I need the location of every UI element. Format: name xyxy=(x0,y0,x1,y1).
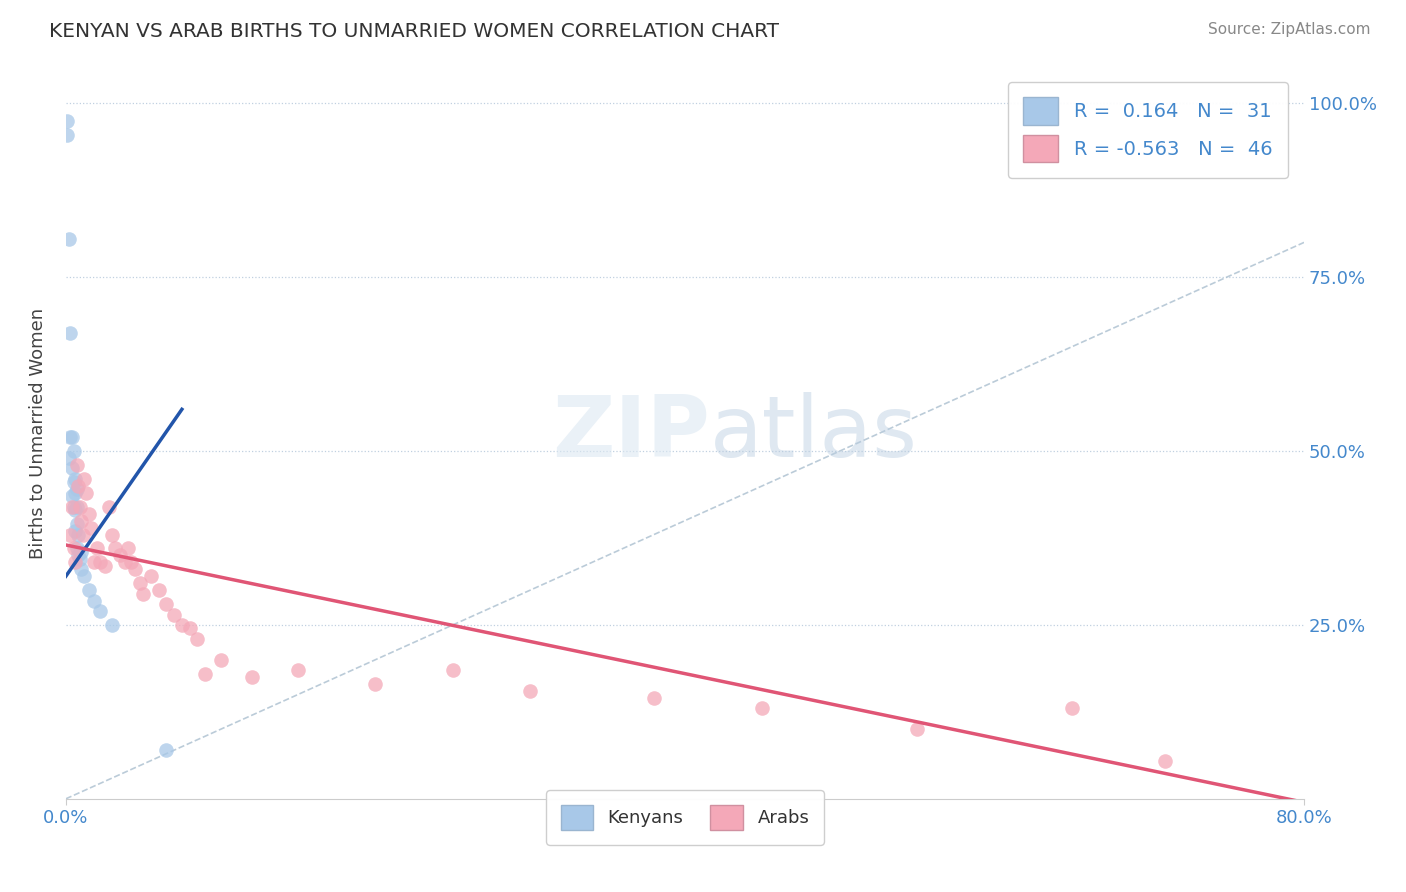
Point xyxy=(155,597,177,611)
Point xyxy=(163,607,186,622)
Point xyxy=(73,472,96,486)
Point xyxy=(58,450,80,465)
Point xyxy=(643,690,665,705)
Text: atlas: atlas xyxy=(710,392,918,475)
Point xyxy=(60,430,83,444)
Point xyxy=(93,558,115,573)
Text: ZIP: ZIP xyxy=(553,392,710,475)
Point xyxy=(59,326,82,340)
Point xyxy=(63,503,86,517)
Point xyxy=(155,743,177,757)
Point xyxy=(77,583,100,598)
Point xyxy=(209,653,232,667)
Point xyxy=(101,527,124,541)
Point xyxy=(69,500,91,514)
Point xyxy=(67,549,90,563)
Point xyxy=(905,723,928,737)
Point xyxy=(62,500,84,514)
Point xyxy=(63,524,86,538)
Point xyxy=(86,541,108,556)
Point xyxy=(59,430,82,444)
Point xyxy=(70,562,93,576)
Point xyxy=(751,701,773,715)
Point xyxy=(139,569,162,583)
Point xyxy=(89,555,111,569)
Point xyxy=(441,663,464,677)
Point xyxy=(240,670,263,684)
Point xyxy=(66,517,89,532)
Point xyxy=(60,489,83,503)
Point xyxy=(194,666,217,681)
Point xyxy=(59,527,82,541)
Point xyxy=(132,587,155,601)
Point xyxy=(98,500,121,514)
Point xyxy=(77,507,100,521)
Point xyxy=(108,549,131,563)
Point xyxy=(104,541,127,556)
Point xyxy=(364,677,387,691)
Point xyxy=(89,604,111,618)
Text: Source: ZipAtlas.com: Source: ZipAtlas.com xyxy=(1208,22,1371,37)
Point xyxy=(63,555,86,569)
Point xyxy=(63,472,86,486)
Point xyxy=(62,444,84,458)
Point xyxy=(287,663,309,677)
Point xyxy=(1153,754,1175,768)
Point xyxy=(114,555,136,569)
Text: KENYAN VS ARAB BIRTHS TO UNMARRIED WOMEN CORRELATION CHART: KENYAN VS ARAB BIRTHS TO UNMARRIED WOMEN… xyxy=(49,22,779,41)
Point xyxy=(101,618,124,632)
Point xyxy=(62,475,84,490)
Point xyxy=(62,541,84,556)
Point xyxy=(170,618,193,632)
Point xyxy=(120,555,142,569)
Point xyxy=(179,622,201,636)
Point xyxy=(148,583,170,598)
Point xyxy=(124,562,146,576)
Y-axis label: Births to Unmarried Women: Births to Unmarried Women xyxy=(30,308,46,559)
Point xyxy=(58,232,80,246)
Point xyxy=(63,485,86,500)
Point xyxy=(83,555,105,569)
Point xyxy=(117,541,139,556)
Point xyxy=(56,113,79,128)
Point xyxy=(67,527,90,541)
Point xyxy=(60,461,83,475)
Legend: Kenyans, Arabs: Kenyans, Arabs xyxy=(546,790,824,845)
Point xyxy=(69,552,91,566)
Point xyxy=(186,632,208,646)
Point xyxy=(70,545,93,559)
Point xyxy=(1060,701,1083,715)
Point xyxy=(66,500,89,514)
Point xyxy=(67,479,90,493)
Point xyxy=(519,684,541,698)
Point xyxy=(72,527,94,541)
Point xyxy=(66,483,89,497)
Point xyxy=(66,458,89,472)
Point xyxy=(79,520,101,534)
Point xyxy=(70,514,93,528)
Point xyxy=(66,541,89,556)
Point xyxy=(83,593,105,607)
Point xyxy=(75,485,97,500)
Point xyxy=(73,569,96,583)
Point xyxy=(56,128,79,142)
Point xyxy=(129,576,152,591)
Point xyxy=(60,500,83,514)
